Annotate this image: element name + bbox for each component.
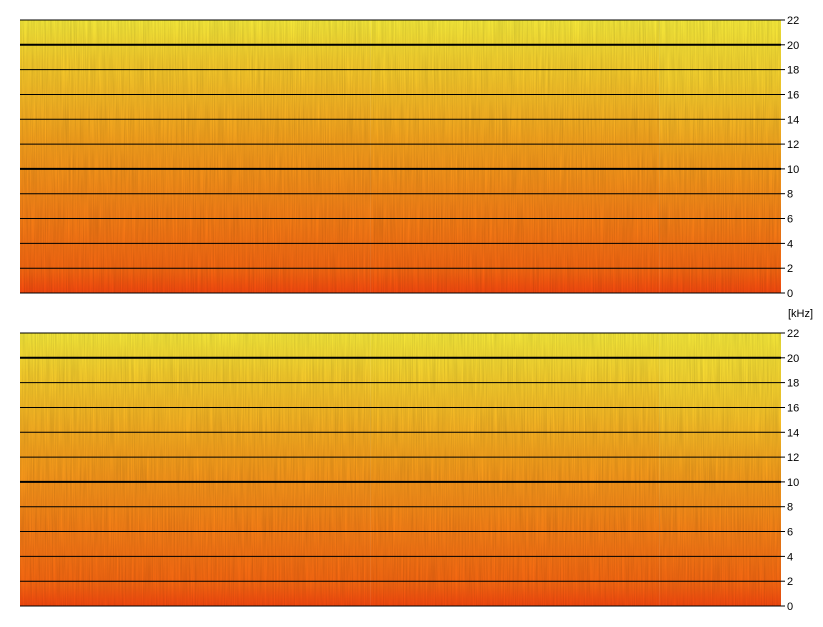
y-tick-label: 8 <box>787 502 793 514</box>
y-tick-label: 14 <box>787 427 799 439</box>
y-tick-label: 6 <box>787 527 793 539</box>
y-tick-label: 20 <box>787 353 799 365</box>
y-tick-label: 16 <box>787 403 799 415</box>
y-tick-label: 4 <box>787 551 793 563</box>
y-tick-label: 8 <box>787 189 793 201</box>
spectrogram-texture <box>20 20 781 293</box>
y-tick-label: 22 <box>787 328 799 340</box>
y-tick-label: 16 <box>787 90 799 102</box>
y-tick-label: 10 <box>787 164 799 176</box>
y-tick-label: 18 <box>787 65 799 77</box>
y-tick-label: 22 <box>787 15 799 27</box>
y-tick-label: 0 <box>787 601 793 613</box>
y-tick-label: 6 <box>787 214 793 226</box>
spectrogram-panel-bottom: 0 2 4 6 8 10 12 14 16 18 20 22 <box>20 328 799 613</box>
y-tick-label: 14 <box>787 114 799 126</box>
spectrogram-panel-top: 0 2 4 6 8 10 12 14 16 18 20 22 <box>20 15 799 300</box>
y-tick-label: 0 <box>787 288 793 300</box>
y-tick-label: 10 <box>787 477 799 489</box>
y-tick-label: 2 <box>787 263 793 275</box>
y-tick-label: 12 <box>787 139 799 151</box>
y-tick-label: 18 <box>787 378 799 390</box>
y-tick-label: 2 <box>787 576 793 588</box>
spectrogram-texture <box>20 333 781 606</box>
frequency-unit-label: [kHz] <box>788 308 813 320</box>
y-tick-label: 4 <box>787 238 793 250</box>
y-tick-label: 12 <box>787 452 799 464</box>
y-tick-label: 20 <box>787 40 799 52</box>
